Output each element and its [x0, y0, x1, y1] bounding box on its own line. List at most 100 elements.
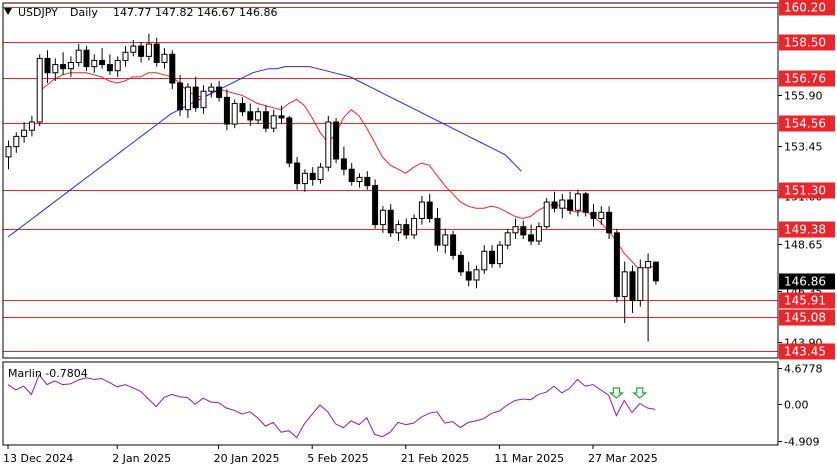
signal-arrow-down-icon — [632, 387, 648, 399]
level-label-box — [779, 309, 835, 326]
candle — [567, 191, 574, 215]
candle-body-bearish — [262, 111, 269, 129]
level-labels: 160.20 158.50 156.76 154.56 151.30 149.38 145.… — [779, 0, 835, 360]
candle — [223, 89, 230, 131]
blue-moving-average — [7, 66, 522, 238]
candle — [356, 173, 363, 188]
candle — [83, 46, 90, 71]
candle-body-bearish — [153, 43, 160, 64]
marlin-line — [7, 373, 656, 439]
level-label-box — [779, 182, 835, 199]
candle-body-bearish — [465, 271, 472, 281]
candle — [270, 109, 277, 133]
indicator-tick-label: 4.6778 — [784, 363, 823, 376]
candle-body-bullish — [356, 176, 363, 183]
candle-body-bullish — [418, 201, 425, 219]
candle-body-bullish — [91, 59, 98, 68]
candle — [44, 50, 51, 84]
collapse-triangle-icon[interactable] — [4, 8, 12, 15]
candle-body-bullish — [122, 51, 129, 61]
candle — [75, 44, 82, 67]
moving-averages — [7, 66, 656, 271]
candle — [520, 220, 527, 239]
level-label-box — [779, 221, 835, 238]
candle-body-bullish — [395, 224, 402, 234]
candle-body-bearish — [106, 64, 113, 72]
indicator-panel — [7, 373, 656, 439]
candle-body-bullish — [504, 232, 511, 246]
date-tick-label: 5 Feb 2025 — [307, 452, 368, 465]
ohlc-readout: 147.77 147.82 146.67 146.86 — [113, 6, 277, 19]
candle-body-bullish — [28, 121, 35, 131]
candle — [36, 54, 43, 127]
candle — [340, 146, 347, 176]
candle — [395, 220, 402, 242]
candle — [551, 191, 558, 213]
candle — [177, 74, 184, 116]
candle — [262, 105, 269, 133]
level-label-box — [779, 115, 835, 132]
timeframe-label: Daily — [70, 6, 98, 19]
indicator-tick-label: 0.00 — [784, 399, 809, 412]
candle — [645, 253, 652, 342]
candle-body-bearish — [223, 96, 230, 125]
candle-body-bullish — [637, 267, 644, 302]
candle — [348, 163, 355, 186]
candle — [161, 48, 168, 69]
candle-body-bearish — [333, 121, 340, 160]
candle-body-bullish — [559, 199, 566, 209]
candle-body-bearish — [192, 86, 199, 109]
candle — [309, 167, 316, 186]
candle-body-bullish — [574, 193, 581, 211]
candle-body-bullish — [496, 244, 503, 265]
candle — [606, 206, 613, 239]
candle-body-bullish — [255, 111, 262, 121]
candle — [200, 85, 207, 114]
candle — [28, 115, 35, 137]
candle — [106, 54, 113, 75]
level-label-box — [779, 0, 835, 16]
candle — [481, 245, 488, 274]
candle — [496, 241, 503, 268]
candle — [387, 204, 394, 237]
candle — [52, 58, 59, 81]
candle-body-bearish — [582, 193, 589, 213]
candle — [130, 39, 137, 57]
level-label: 158.50 — [779, 34, 835, 51]
candle-body-bearish — [348, 168, 355, 183]
candle-body-bearish — [613, 232, 620, 297]
candle — [294, 156, 301, 190]
candle-body-bearish — [138, 45, 145, 57]
frames — [2, 2, 779, 446]
candle — [574, 189, 581, 217]
candle — [559, 193, 566, 219]
candle-body-bearish — [403, 224, 410, 236]
current-price-text: 146.86 — [784, 275, 826, 289]
candle — [91, 54, 98, 73]
level-label: 149.38 — [779, 221, 835, 238]
candle-body-bearish — [278, 115, 285, 119]
candle — [613, 228, 620, 303]
candle — [333, 117, 340, 164]
level-label-box — [779, 70, 835, 87]
level-label-text: 145.08 — [784, 311, 826, 325]
candle — [512, 218, 519, 239]
candle — [434, 208, 441, 252]
indicator-tick-label: -4.909 — [784, 436, 819, 449]
axes: 155.90153.45151.00148.65146.35143.904.67… — [3, 90, 823, 466]
level-label: 145.91 — [779, 292, 835, 309]
candle-body-bearish — [590, 211, 597, 219]
candle-body-bullish — [208, 86, 215, 92]
candle-body-bullish — [411, 217, 418, 236]
level-lines — [3, 7, 778, 352]
candle — [379, 206, 386, 233]
candle-body-bearish — [528, 234, 535, 242]
candle — [60, 52, 67, 75]
candle-body-bearish — [239, 103, 246, 113]
candle — [528, 224, 535, 246]
candle — [621, 261, 628, 324]
current-price-box — [779, 273, 835, 290]
candle-body-bearish — [364, 176, 371, 187]
